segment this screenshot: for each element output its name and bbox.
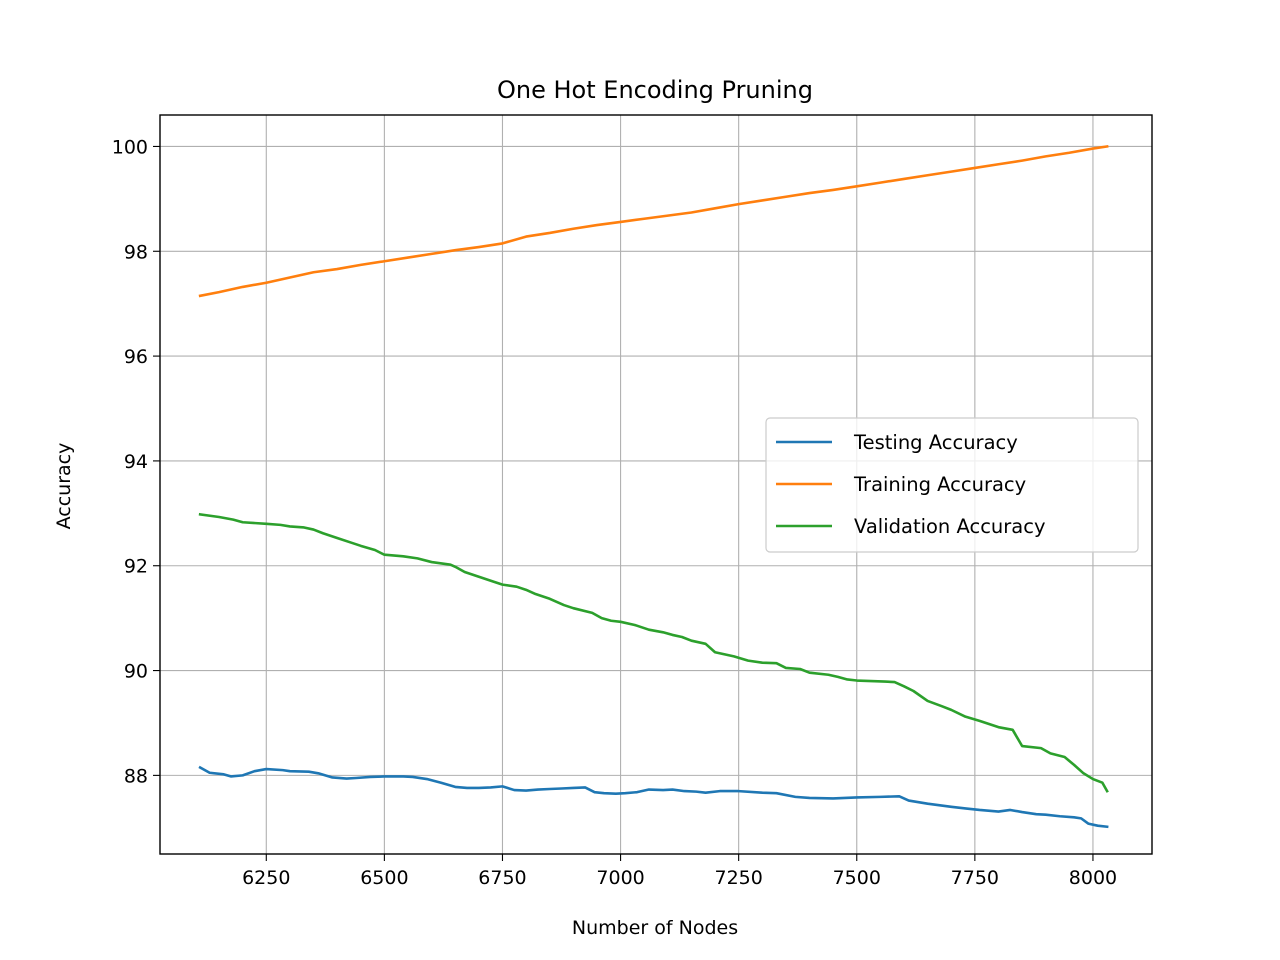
- series-lines: [198, 144, 1109, 829]
- chart-title: One Hot Encoding Pruning: [497, 76, 813, 104]
- y-tick-label: 92: [124, 556, 148, 578]
- x-tick-label: 7500: [833, 867, 881, 889]
- x-tick-label: 7250: [714, 867, 762, 889]
- series-line-testing-accuracy: [198, 765, 1109, 829]
- legend-label-training-accuracy: Training Accuracy: [853, 473, 1026, 496]
- plot-frame: [159, 114, 1153, 855]
- series-line-training-accuracy: [198, 144, 1109, 298]
- x-axis-label: Number of Nodes: [572, 917, 738, 939]
- x-tick-label: 6750: [478, 867, 526, 889]
- x-tick-label: 6250: [242, 867, 290, 889]
- y-tick-label: 94: [124, 451, 148, 473]
- legend-label-testing-accuracy: Testing Accuracy: [853, 431, 1018, 454]
- legend-box: [765, 417, 1139, 553]
- series-line-validation-accuracy: [198, 512, 1109, 793]
- legend: Testing Accuracy Training Accuracy Validat…: [765, 417, 1139, 553]
- x-tick-label: 7750: [951, 867, 999, 889]
- y-tick-label: 98: [124, 241, 148, 263]
- x-tick-label: 8000: [1069, 867, 1117, 889]
- legend-label-validation-accuracy: Validation Accuracy: [854, 515, 1046, 538]
- y-tick-label: 90: [124, 661, 148, 683]
- y-axis-label: Accuracy: [53, 443, 75, 530]
- axis-ticks: 6250 6500 6750 7000 7250 7500 7750 8000 88 90 92 94…: [112, 136, 1117, 889]
- x-tick-label: 7000: [596, 867, 644, 889]
- x-tick-label: 6500: [360, 867, 408, 889]
- y-tick-label: 100: [112, 136, 148, 158]
- y-tick-label: 88: [124, 765, 148, 787]
- y-tick-label: 96: [124, 346, 148, 368]
